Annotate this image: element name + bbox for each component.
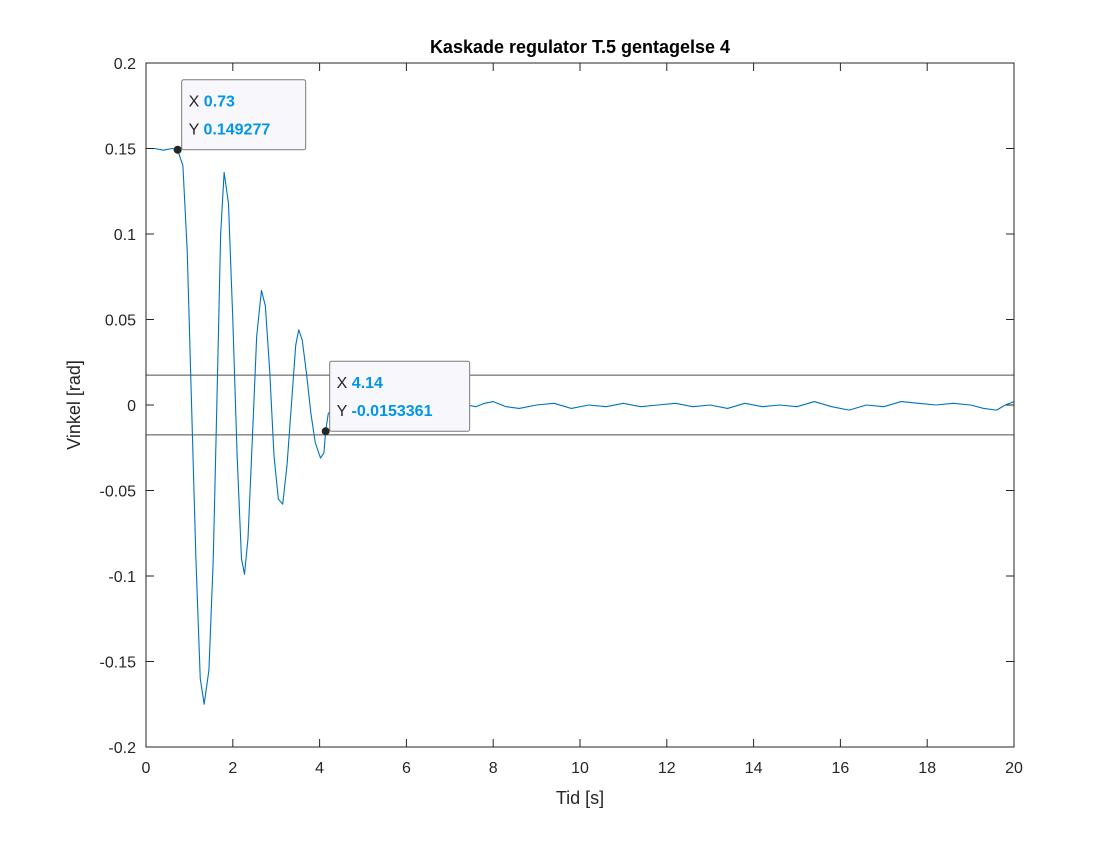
plot-area xyxy=(146,63,1014,747)
datatip-box[interactable] xyxy=(329,360,471,432)
x-tick-label: 10 xyxy=(571,760,589,777)
y-axis-label: Vinkel [rad] xyxy=(64,360,84,450)
y-tick-label: -0.15 xyxy=(100,655,137,672)
datatip-box[interactable] xyxy=(181,79,307,151)
y-tick-label: -0.05 xyxy=(100,484,137,501)
datatip-y-row: Y -0.0153361 xyxy=(337,403,433,420)
y-tick-label: 0 xyxy=(127,398,136,415)
datatip-y-row: Y 0.149277 xyxy=(189,122,271,139)
y-tick-label: 0.1 xyxy=(114,227,136,244)
x-tick-label: 0 xyxy=(142,760,151,777)
datatip-marker[interactable] xyxy=(321,427,330,436)
datatip-x-value: 4.14 xyxy=(352,375,383,392)
x-tick-label: 18 xyxy=(918,760,936,777)
datatip-x-row: X 4.14 xyxy=(337,375,383,392)
datatip[interactable]: X 4.14Y -0.0153361 xyxy=(321,360,471,436)
datatip-y-value: 0.149277 xyxy=(204,122,271,139)
chart-title: Kaskade regulator T.5 gentagelse 4 xyxy=(430,37,730,57)
x-tick-label: 16 xyxy=(832,760,850,777)
datatip-y-label: Y xyxy=(189,122,204,139)
x-tick-label: 8 xyxy=(489,760,498,777)
datatip-marker[interactable] xyxy=(173,145,182,154)
x-tick-label: 20 xyxy=(1005,760,1023,777)
datatip-x-row: X 0.73 xyxy=(189,94,235,111)
y-tick-label: 0.15 xyxy=(105,142,136,159)
datatip-y-label: Y xyxy=(337,403,352,420)
x-tick-label: 12 xyxy=(658,760,676,777)
y-tick-label: 0.05 xyxy=(105,313,136,330)
datatip-x-label: X xyxy=(337,375,352,392)
x-tick-label: 4 xyxy=(315,760,324,777)
y-tick-label: 0.2 xyxy=(114,56,136,73)
datatip-x-value: 0.73 xyxy=(204,94,235,111)
y-tick-label: -0.1 xyxy=(108,569,136,586)
datatip-x-label: X xyxy=(189,94,204,111)
x-tick-label: 6 xyxy=(402,760,411,777)
y-tick-label: -0.2 xyxy=(108,740,136,757)
datatip[interactable]: X 0.73Y 0.149277 xyxy=(173,79,307,154)
datatip-y-value: -0.0153361 xyxy=(352,403,433,420)
x-tick-label: 2 xyxy=(228,760,237,777)
x-tick-label: 14 xyxy=(745,760,763,777)
x-axis-label: Tid [s] xyxy=(556,788,604,808)
